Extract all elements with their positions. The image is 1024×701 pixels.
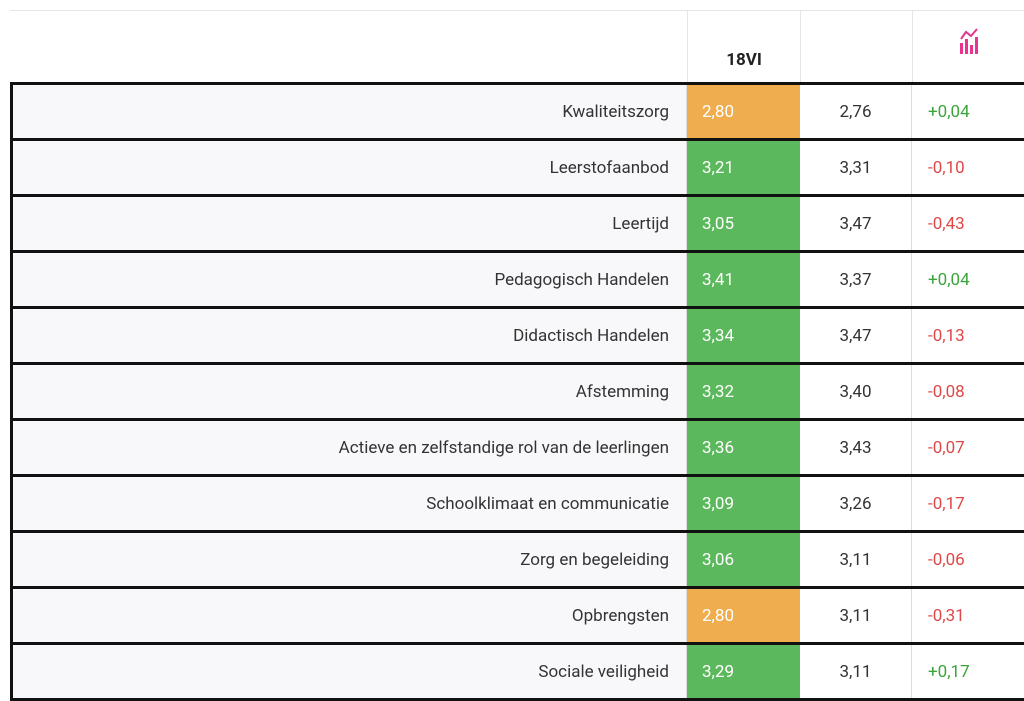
header-reference bbox=[800, 11, 912, 82]
table-row: Sociale veiligheid 3,29 3,11 +0,17 bbox=[10, 645, 1024, 701]
score-cell: 2,80 bbox=[687, 589, 800, 642]
header-score: 18VI bbox=[687, 11, 800, 82]
table-row: Pedagogisch Handelen 3,41 3,37 +0,04 bbox=[10, 253, 1024, 309]
score-cell: 3,06 bbox=[687, 533, 800, 586]
table-header: 18VI bbox=[10, 10, 1024, 85]
score-cell: 3,21 bbox=[687, 141, 800, 194]
difference-cell: -0,10 bbox=[928, 157, 965, 178]
difference-cell: -0,08 bbox=[928, 381, 965, 402]
table-row: Kwaliteitszorg 2,80 2,76 +0,04 bbox=[10, 85, 1024, 141]
score-cell: 3,05 bbox=[687, 197, 800, 250]
row-label: Zorg en begeleiding bbox=[10, 533, 687, 586]
difference-cell: -0,17 bbox=[928, 493, 965, 514]
reference-cell: 3,40 bbox=[800, 365, 912, 418]
row-label: Leerstofaanbod bbox=[10, 141, 687, 194]
table-row: Actieve en zelfstandige rol van de leerl… bbox=[10, 421, 1024, 477]
score-table: 18VI Kwaliteitszorg 2,80 2,76 +0,04 Leerstof… bbox=[10, 10, 1024, 701]
table-row: Leerstofaanbod 3,21 3,31 -0,10 bbox=[10, 141, 1024, 197]
difference-cell: +0,17 bbox=[928, 661, 970, 682]
reference-cell: 3,31 bbox=[800, 141, 912, 194]
score-cell: 2,80 bbox=[687, 85, 800, 138]
difference-cell: +0,04 bbox=[928, 101, 970, 122]
table-row: Didactisch Handelen 3,34 3,47 -0,13 bbox=[10, 309, 1024, 365]
row-label: Afstemming bbox=[10, 365, 687, 418]
score-cell: 3,32 bbox=[687, 365, 800, 418]
reference-cell: 3,37 bbox=[800, 253, 912, 306]
score-cell: 3,29 bbox=[687, 645, 800, 698]
difference-cell: -0,06 bbox=[928, 549, 965, 570]
trend-icon[interactable] bbox=[959, 27, 979, 55]
reference-cell: 3,11 bbox=[800, 645, 912, 698]
difference-cell: -0,43 bbox=[928, 213, 965, 234]
reference-cell: 3,26 bbox=[800, 477, 912, 530]
score-cell: 3,41 bbox=[687, 253, 800, 306]
difference-cell: -0,31 bbox=[928, 605, 965, 626]
reference-cell: 3,47 bbox=[800, 197, 912, 250]
difference-cell: -0,13 bbox=[928, 325, 965, 346]
header-score-label: 18VI bbox=[726, 50, 762, 70]
table-row: Leertijd 3,05 3,47 -0,43 bbox=[10, 197, 1024, 253]
row-label: Opbrengsten bbox=[10, 589, 687, 642]
difference-cell: -0,07 bbox=[928, 437, 965, 458]
row-label: Didactisch Handelen bbox=[10, 309, 687, 362]
row-label: Actieve en zelfstandige rol van de leerl… bbox=[10, 421, 687, 474]
row-label: Schoolklimaat en communicatie bbox=[10, 477, 687, 530]
header-trend bbox=[912, 11, 1024, 82]
row-label: Pedagogisch Handelen bbox=[10, 253, 687, 306]
score-cell: 3,34 bbox=[687, 309, 800, 362]
row-label: Kwaliteitszorg bbox=[10, 85, 687, 138]
header-blank bbox=[10, 11, 687, 82]
reference-cell: 3,43 bbox=[800, 421, 912, 474]
table-row: Opbrengsten 2,80 3,11 -0,31 bbox=[10, 589, 1024, 645]
table-row: Zorg en begeleiding 3,06 3,11 -0,06 bbox=[10, 533, 1024, 589]
reference-cell: 3,11 bbox=[800, 533, 912, 586]
row-label: Sociale veiligheid bbox=[10, 645, 687, 698]
score-cell: 3,36 bbox=[687, 421, 800, 474]
reference-cell: 3,11 bbox=[800, 589, 912, 642]
row-label: Leertijd bbox=[10, 197, 687, 250]
reference-cell: 2,76 bbox=[800, 85, 912, 138]
reference-cell: 3,47 bbox=[800, 309, 912, 362]
table-row: Schoolklimaat en communicatie 3,09 3,26 -0,… bbox=[10, 477, 1024, 533]
difference-cell: +0,04 bbox=[928, 269, 970, 290]
score-cell: 3,09 bbox=[687, 477, 800, 530]
table-row: Afstemming 3,32 3,40 -0,08 bbox=[10, 365, 1024, 421]
